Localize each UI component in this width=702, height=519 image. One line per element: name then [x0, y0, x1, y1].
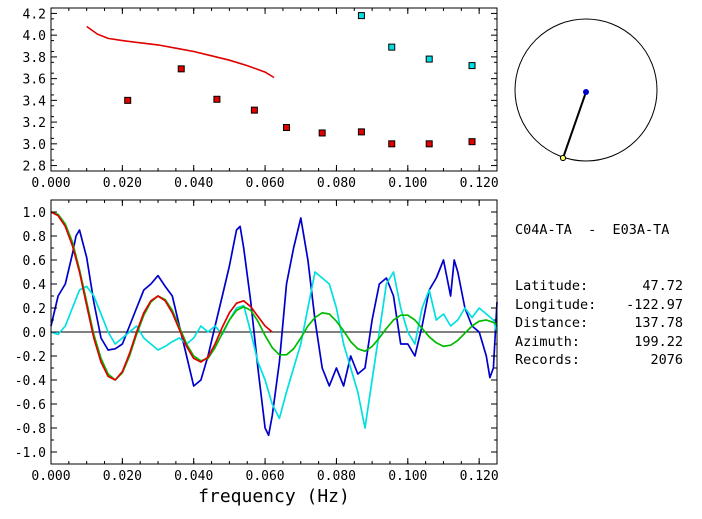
top-x-tick-label: 0.000 — [31, 176, 70, 191]
top-plot-frame — [50, 7, 498, 172]
info-value: 137.78 — [634, 315, 683, 332]
info-row: Longitude: -122.97 — [515, 296, 683, 315]
top-point-red — [250, 106, 258, 114]
info-value: 2076 — [650, 352, 683, 369]
info-label: Distance: — [515, 315, 589, 332]
info-row: Azimuth: 199.22 — [515, 333, 683, 352]
info-value: 199.22 — [634, 333, 683, 350]
bot-y-tick-label: 0.8 — [23, 230, 46, 245]
top-point-red — [318, 129, 326, 137]
top-point-red — [213, 95, 221, 103]
top-x-tick-label: 0.120 — [460, 176, 499, 191]
top-point-red — [357, 128, 365, 136]
bot-x-tick-label: 0.100 — [388, 469, 427, 484]
info-row: Latitude: 47.72 — [515, 277, 683, 296]
bot-y-tick-label: -0.2 — [15, 350, 46, 365]
x-axis-title: frequency (Hz) — [198, 486, 350, 507]
top-point-cyan — [388, 43, 396, 51]
top-series-red-line — [86, 25, 275, 79]
outer-station-dot — [559, 154, 567, 162]
bot-series-red-line — [50, 211, 273, 381]
bot-y-tick-label: 0.2 — [23, 302, 46, 317]
bot-series-blue-line — [50, 217, 498, 437]
bot-y-tick-label: 0.4 — [23, 278, 47, 293]
path-line — [562, 91, 587, 159]
bot-x-tick-label: 0.040 — [174, 469, 213, 484]
top-point-red — [468, 138, 476, 146]
azimuth-inset — [514, 18, 658, 162]
bot-y-tick-label: -0.4 — [15, 374, 46, 389]
top-point-cyan — [468, 62, 476, 70]
top-x-tick-label: 0.040 — [174, 176, 213, 191]
top-x-tick-label: 0.100 — [388, 176, 427, 191]
top-y-tick-label: 2.8 — [23, 160, 46, 175]
info-value: -122.97 — [626, 296, 683, 313]
bot-y-tick-label: 0.0 — [23, 326, 46, 341]
bot-x-tick-label: 0.020 — [103, 469, 142, 484]
top-y-tick-label: 4.2 — [23, 7, 46, 22]
bot-x-tick-label: 0.060 — [246, 469, 285, 484]
top-y-tick-label: 3.6 — [23, 73, 46, 88]
top-point-cyan — [425, 55, 433, 63]
station-pair: C04A-TA - E03A-TA — [515, 222, 670, 239]
inset-circle — [514, 18, 658, 162]
top-point-red — [282, 124, 290, 132]
info-label: Azimuth: — [515, 333, 581, 350]
info-row: Records: 2076 — [515, 351, 683, 370]
bottom-plot: 0.000 0.020 0.040 0.060 0.080 0.100 0.120 1.0 0.… — [15, 199, 499, 507]
info-value: 47.72 — [642, 277, 683, 294]
top-y-tick-label: 3.8 — [23, 51, 46, 66]
info-row: Distance: 137.78 — [515, 314, 683, 333]
center-station-dot — [583, 89, 589, 95]
bot-series-cyan-line — [50, 271, 498, 429]
top-x-tick-label: 0.060 — [246, 176, 285, 191]
info-label: Latitude: — [515, 277, 589, 294]
info-label: Records: — [515, 352, 581, 369]
top-y-tick-label: 3.0 — [23, 138, 46, 153]
bot-x-tick-label: 0.080 — [317, 469, 356, 484]
bot-y-tick-label: -0.6 — [15, 398, 46, 413]
info-label: Longitude: — [515, 296, 597, 313]
top-point-red — [177, 65, 185, 73]
bot-x-tick-label: 0.120 — [460, 469, 499, 484]
bot-y-tick-label: 1.0 — [23, 206, 46, 221]
top-x-tick-label: 0.020 — [103, 176, 142, 191]
top-point-red — [425, 140, 433, 148]
bot-y-tick-label: -0.8 — [15, 422, 46, 437]
top-point-cyan — [357, 12, 365, 20]
top-point-red — [124, 96, 132, 104]
top-point-red — [388, 140, 396, 148]
top-plot: 0.000 0.020 0.040 0.060 0.080 0.100 0.120 2.8 3.… — [23, 7, 499, 191]
bot-y-tick-label: 0.6 — [23, 254, 46, 269]
top-y-tick-label: 4.0 — [23, 29, 46, 44]
top-y-tick-label: 3.4 — [23, 94, 47, 109]
top-x-tick-label: 0.080 — [317, 176, 356, 191]
top-y-tick-label: 3.2 — [23, 116, 46, 131]
bot-y-tick-label: -1.0 — [15, 446, 46, 461]
bot-x-tick-label: 0.000 — [31, 469, 70, 484]
station-info: C04A-TA - E03A-TA Latitude: 47.72 Longitud… — [515, 184, 683, 389]
